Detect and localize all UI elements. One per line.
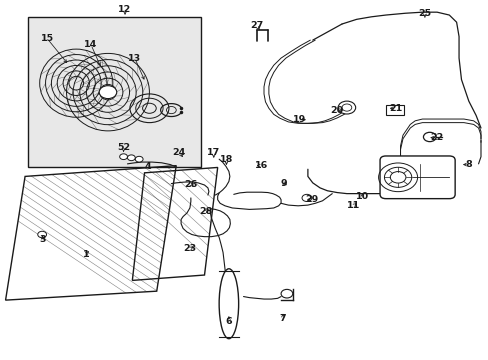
Text: 9: 9 [280,179,287,188]
Circle shape [135,156,143,162]
Text: 23: 23 [183,244,196,253]
Text: 15: 15 [41,34,54,43]
Ellipse shape [219,269,238,339]
Text: 29: 29 [305,195,318,204]
Text: 18: 18 [219,156,233,165]
Text: 1: 1 [82,250,89,259]
Circle shape [99,86,117,99]
Text: 14: 14 [84,40,97,49]
Text: 16: 16 [254,161,267,170]
Text: 10: 10 [355,192,368,201]
Text: 4: 4 [144,162,151,171]
Circle shape [127,155,135,161]
Circle shape [38,231,46,238]
Text: 24: 24 [172,148,185,157]
Circle shape [302,194,311,202]
Text: 27: 27 [249,21,263,30]
Text: 12: 12 [118,5,131,14]
Text: 25: 25 [418,9,430,18]
Text: 6: 6 [225,317,232,326]
Text: 20: 20 [330,105,343,114]
Text: 17: 17 [207,148,220,157]
Text: 19: 19 [292,115,305,124]
Text: 26: 26 [184,180,197,189]
FancyBboxPatch shape [379,156,454,199]
Circle shape [337,101,355,114]
Text: 7: 7 [279,314,286,323]
Text: 3: 3 [40,235,46,244]
Text: 21: 21 [388,104,402,113]
Text: 28: 28 [199,207,212,216]
Text: 22: 22 [429,133,443,142]
Text: 8: 8 [465,160,471,169]
Text: 52: 52 [117,143,130,152]
Text: 11: 11 [346,201,359,210]
Bar [385,105,404,116]
Text: 13: 13 [128,54,141,63]
Circle shape [120,154,127,159]
Bar [27,17,200,167]
